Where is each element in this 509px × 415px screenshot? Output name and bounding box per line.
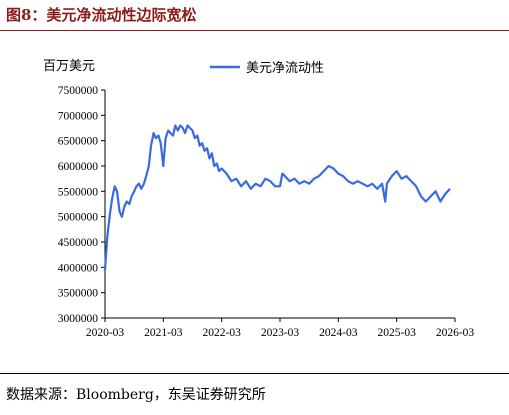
unit-label: 百万美元	[43, 59, 95, 74]
y-tick-label: 5500000	[58, 186, 99, 198]
series-line	[103, 124, 451, 270]
y-tick-label: 7500000	[58, 85, 99, 97]
x-tick-label: 2023-03	[261, 327, 300, 339]
figure-title: 图8：美元净流动性边际宽松	[6, 6, 197, 24]
title-rule	[0, 30, 509, 31]
x-tick-label: 2021-03	[144, 327, 183, 339]
liquidity-line-chart: 百万美元 美元净流动性 3000000 3500000 4000000 4500000…	[43, 59, 475, 339]
legend: 美元净流动性	[210, 61, 324, 76]
x-ticks: 2020-03 2021-03 2022-03 2023-03 2024-03 2025-…	[86, 318, 475, 339]
legend-label: 美元净流动性	[246, 61, 324, 76]
source-rule	[0, 373, 509, 374]
x-tick-label: 2026-03	[436, 327, 475, 339]
source-note: 数据来源：Bloomberg，东吴证券研究所	[6, 387, 266, 403]
x-tick-label: 2025-03	[377, 327, 416, 339]
y-tick-label: 5000000	[58, 212, 99, 224]
y-tick-label: 6000000	[58, 161, 99, 173]
x-tick-label: 2022-03	[202, 327, 241, 339]
y-tick-label: 7000000	[58, 110, 99, 122]
x-tick-label: 2024-03	[319, 327, 358, 339]
y-tick-label: 3500000	[58, 288, 99, 300]
y-tick-label: 6500000	[58, 136, 99, 148]
y-ticks: 3000000 3500000 4000000 4500000 5000000 55000…	[58, 85, 105, 325]
y-tick-label: 3000000	[58, 313, 99, 325]
x-tick-label: 2020-03	[86, 327, 125, 339]
y-tick-label: 4000000	[58, 262, 99, 274]
y-tick-label: 4500000	[58, 237, 99, 249]
